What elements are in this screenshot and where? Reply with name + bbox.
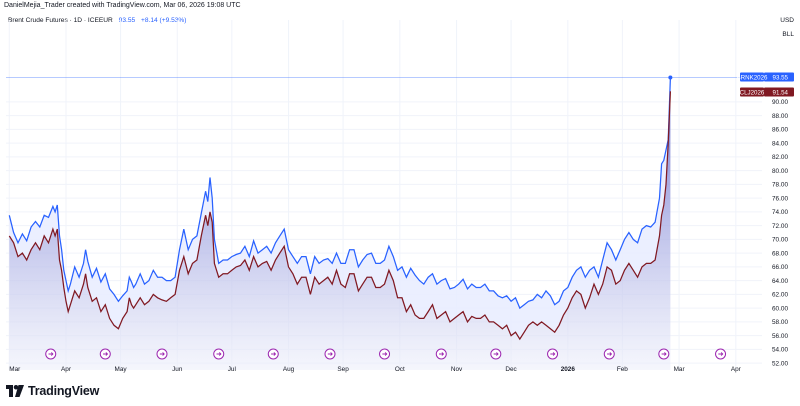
x-tick-label: Nov bbox=[451, 366, 463, 373]
x-tick-label: Apr bbox=[61, 366, 72, 373]
y-tick-label: 60.00 bbox=[772, 305, 788, 312]
x-tick-label: Jul bbox=[228, 366, 236, 373]
x-tick-label: Dec bbox=[505, 366, 517, 373]
price-tag-value: 93.55 bbox=[773, 75, 789, 82]
y-tick-label: 90.00 bbox=[772, 99, 788, 106]
y-tick-label: 64.00 bbox=[772, 278, 788, 285]
calendar-arrow-icon[interactable] bbox=[156, 348, 168, 360]
legend-symbol: Brent Crude Futures · 1D · ICEEUR bbox=[8, 17, 113, 24]
brand-name: TradingView bbox=[28, 384, 100, 398]
x-tick-label: Mar bbox=[9, 366, 21, 373]
price-tag-value: 91.54 bbox=[773, 90, 789, 97]
calendar-arrow-icon[interactable] bbox=[379, 348, 391, 360]
axis-currency[interactable]: USD bbox=[780, 17, 794, 24]
y-tick-label: 66.00 bbox=[772, 264, 788, 271]
time-axis[interactable]: Mar Apr May Jun Jul Aug Sep Oct Nov Dec 2026 Feb Mar… bbox=[9, 366, 741, 373]
y-tick-label: 68.00 bbox=[772, 250, 788, 257]
calendar-arrow-icon[interactable] bbox=[99, 348, 111, 360]
y-tick-label: 80.00 bbox=[772, 168, 788, 175]
x-tick-label: May bbox=[115, 366, 128, 373]
price-tag: BRNK2026 93.55 bbox=[737, 72, 794, 82]
calendar-arrow-icon[interactable] bbox=[715, 348, 727, 360]
chart-legend[interactable]: Brent Crude Futures · 1D · ICEEUR 93.55 … bbox=[8, 17, 186, 24]
price-axis[interactable]: 52.00 54.00 56.00 58.00 60.00 62.00 64.00 66.00… bbox=[772, 99, 788, 367]
y-tick-label: 72.00 bbox=[772, 223, 788, 230]
y-tick-label: 82.00 bbox=[772, 154, 788, 161]
area-fill bbox=[9, 91, 671, 371]
y-tick-label: 58.00 bbox=[772, 319, 788, 326]
x-tick-label: Apr bbox=[731, 366, 742, 373]
x-tick-label: Feb bbox=[617, 366, 628, 373]
axis-unit[interactable]: BLL bbox=[782, 31, 794, 38]
legend-value: 93.55 bbox=[118, 17, 136, 24]
calendar-arrow-icon[interactable] bbox=[603, 348, 615, 360]
y-tick-label: 56.00 bbox=[772, 333, 788, 340]
calendar-arrow-icon[interactable] bbox=[45, 348, 57, 360]
price-tags: BRNK2026 93.55 CLJ2026 91.54 bbox=[737, 72, 794, 97]
y-tick-label: 78.00 bbox=[772, 182, 788, 189]
x-tick-label: Aug bbox=[283, 366, 295, 373]
price-chart[interactable]: 52.00 54.00 56.00 58.00 60.00 62.00 64.00 66.00… bbox=[0, 0, 800, 380]
series-line-clj2026[interactable] bbox=[8, 91, 672, 341]
y-tick-label: 84.00 bbox=[772, 140, 788, 147]
y-tick-label: 52.00 bbox=[772, 360, 788, 367]
y-tick-label: 54.00 bbox=[772, 347, 788, 354]
x-tick-label: Mar bbox=[674, 366, 686, 373]
calendar-arrow-icon[interactable] bbox=[547, 348, 559, 360]
price-tag-symbol: CLJ2026 bbox=[740, 90, 765, 97]
calendar-arrow-icon[interactable] bbox=[435, 348, 447, 360]
calendar-arrow-icon[interactable] bbox=[658, 348, 670, 360]
x-tick-label: Jun bbox=[172, 366, 183, 373]
y-tick-label: 76.00 bbox=[772, 195, 788, 202]
x-tick-label: 2026 bbox=[561, 366, 576, 373]
price-tag: CLJ2026 91.54 bbox=[740, 87, 794, 97]
event-markers bbox=[45, 348, 727, 360]
calendar-arrow-icon[interactable] bbox=[267, 348, 279, 360]
legend-change: +8.14 (+9.53%) bbox=[141, 17, 187, 24]
y-tick-label: 62.00 bbox=[772, 292, 788, 299]
calendar-arrow-icon[interactable] bbox=[490, 348, 502, 360]
tradingview-logo[interactable]: TradingView bbox=[6, 384, 99, 398]
x-tick-label: Sep bbox=[337, 366, 349, 373]
y-tick-label: 88.00 bbox=[772, 113, 788, 120]
tradingview-icon bbox=[6, 385, 24, 397]
x-tick-label: Oct bbox=[395, 366, 405, 373]
series-line-brnk2026[interactable] bbox=[8, 77, 672, 310]
price-tag-symbol: BRNK2026 bbox=[737, 75, 769, 82]
y-tick-label: 70.00 bbox=[772, 237, 788, 244]
calendar-arrow-icon[interactable] bbox=[324, 348, 336, 360]
credit-line: DanielMejia_Trader created with TradingV… bbox=[4, 2, 241, 9]
last-price-dot bbox=[668, 75, 673, 80]
y-tick-label: 74.00 bbox=[772, 209, 788, 216]
y-tick-label: 86.00 bbox=[772, 127, 788, 134]
calendar-arrow-icon[interactable] bbox=[213, 348, 225, 360]
